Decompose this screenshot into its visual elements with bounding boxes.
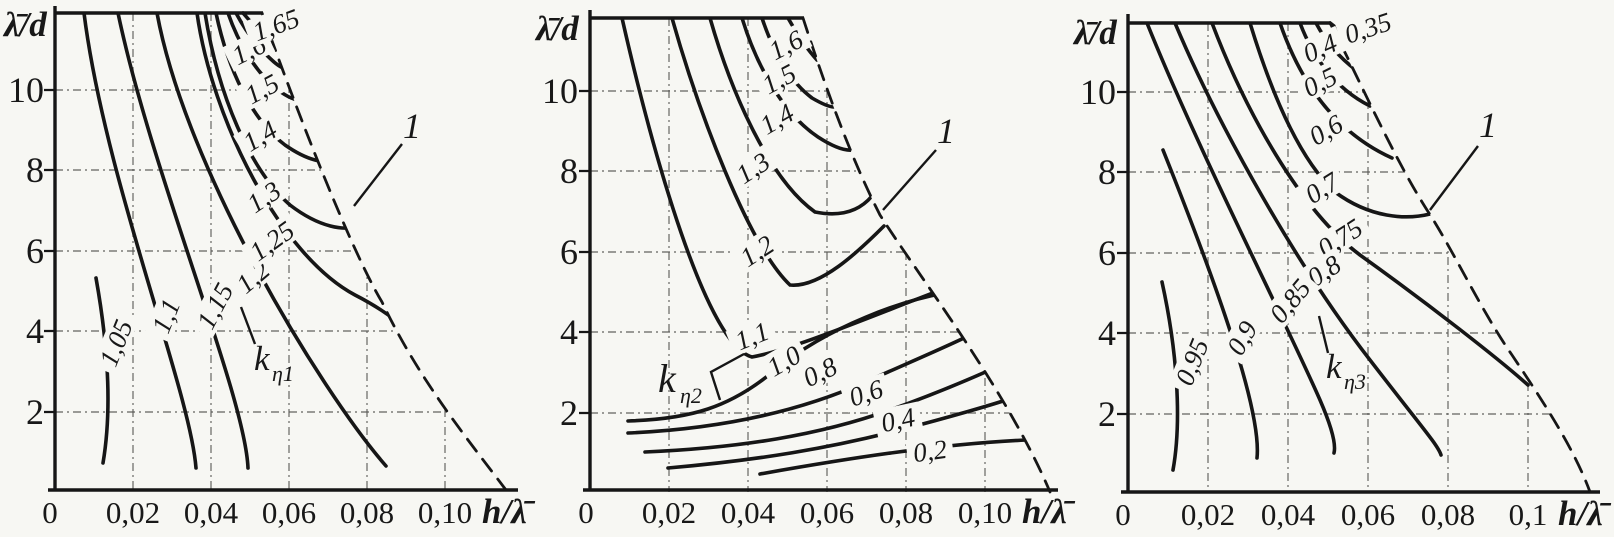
y-tick-labels: 2 4 6 8 10	[1080, 72, 1116, 434]
x-axis-label: h/λ̄	[482, 492, 536, 531]
family-label-leader	[239, 306, 257, 345]
contour-line	[82, 13, 198, 470]
svg-text:10: 10	[8, 70, 44, 110]
svg-text:0,04: 0,04	[721, 495, 776, 530]
boundary-callout: 1	[1429, 105, 1497, 211]
svg-text:0,08: 0,08	[1421, 497, 1475, 532]
boundary-callout: 1	[353, 106, 421, 207]
gridlines	[1128, 23, 1588, 492]
svg-text:k: k	[254, 339, 271, 378]
svg-text:0,02: 0,02	[1181, 497, 1235, 532]
boundary-label-leader	[353, 143, 403, 207]
contour-line	[94, 276, 110, 465]
contour-line	[666, 396, 1014, 470]
svg-text:0,02: 0,02	[106, 495, 160, 530]
svg-text:1: 1	[937, 111, 955, 151]
contour-line	[643, 368, 992, 454]
boundary-label-leader	[1429, 145, 1479, 211]
svg-text:2: 2	[26, 392, 44, 432]
boundary-callout: 1	[882, 111, 955, 211]
svg-text:0,06: 0,06	[800, 495, 854, 530]
svg-text:η1: η1	[272, 361, 294, 386]
contour-labels: 0,35 0,4 0,5 0,6 0,7 0,75 0,8 0,85 0,9 0…	[1167, 5, 1401, 395]
family-label-leader	[1317, 315, 1330, 354]
contour-line	[1173, 23, 1443, 457]
svg-text:1,65: 1,65	[249, 3, 304, 47]
svg-text:0,06: 0,06	[1341, 497, 1395, 532]
svg-text:1: 1	[1479, 105, 1497, 145]
svg-text:8: 8	[1098, 152, 1116, 192]
svg-text:k: k	[1326, 347, 1343, 386]
svg-text:η2: η2	[680, 383, 702, 408]
contour-lines	[1145, 23, 1530, 472]
svg-text:0,4: 0,4	[878, 402, 917, 438]
axes	[579, 10, 1058, 492]
x-tick-labels: 0 0,02 0,04 0,06 0,08 0,1	[1115, 497, 1547, 532]
x-tick-labels: 0 0,02 0,04 0,06 0,08 0,10	[42, 495, 472, 530]
panel-k-eta-3: λ̄/d h/λ̄ 2 4 6 8 10 0 0,02 0,04 0,06 0,…	[1072, 5, 1612, 533]
family-label-leader	[709, 352, 745, 401]
svg-text:0,1: 0,1	[1509, 497, 1548, 532]
svg-text:k: k	[658, 356, 677, 401]
svg-text:8: 8	[26, 150, 44, 190]
svg-text:0,10: 0,10	[418, 495, 472, 530]
svg-text:0,35: 0,35	[1341, 6, 1395, 49]
x-tick-labels: 0 0,02 0,04 0,06 0,08 0,10	[578, 495, 1012, 530]
svg-text:1: 1	[403, 106, 421, 146]
svg-text:6: 6	[1098, 233, 1116, 273]
y-tick-labels: 2 4 6 8 10	[8, 70, 44, 432]
svg-text:0,06: 0,06	[262, 495, 316, 530]
svg-text:2: 2	[560, 393, 578, 433]
boundary-line	[260, 11, 508, 492]
contour-line	[708, 18, 874, 216]
contour-line	[740, 18, 855, 152]
svg-text:8: 8	[560, 151, 578, 191]
svg-text:4: 4	[560, 312, 578, 352]
svg-text:0,02: 0,02	[642, 495, 696, 530]
panel-k-eta-1: λ̄/d h/λ̄ 2 4 6 8 10 0 0,02 0,04 0,06 0,…	[2, 1, 536, 531]
contour-line	[1278, 23, 1394, 160]
y-tick-labels: 2 4 6 8 10	[542, 71, 578, 433]
svg-text:4: 4	[1098, 313, 1116, 353]
axes	[44, 6, 518, 492]
svg-text:6: 6	[560, 232, 578, 272]
y-axis-label: λ̄/d	[1072, 13, 1117, 52]
svg-text:0,10: 0,10	[958, 495, 1012, 530]
boundary-label-leader	[882, 149, 937, 211]
x-axis-label: h/λ̄	[1022, 492, 1076, 531]
x-axis-label: h/λ̄	[1558, 494, 1612, 533]
boundary-line	[1328, 21, 1592, 494]
contour-line	[1210, 23, 1530, 387]
svg-text:2: 2	[1098, 394, 1116, 434]
svg-text:0,2: 0,2	[911, 434, 949, 468]
boundary-line	[801, 16, 1052, 494]
panel-k-eta-2: λ̄/d h/λ̄ 2 4 6 8 10 0 0,02 0,04 0,06 0,…	[534, 9, 1076, 531]
family-label: k η2	[658, 352, 745, 408]
svg-text:4: 4	[26, 311, 44, 351]
svg-text:6: 6	[26, 231, 44, 271]
axes	[1117, 14, 1600, 494]
svg-text:0: 0	[1115, 497, 1131, 532]
svg-text:10: 10	[1080, 72, 1116, 112]
svg-text:0: 0	[42, 495, 58, 530]
svg-text:0,04: 0,04	[184, 495, 239, 530]
contour-labels: 1,05 1,1 1,15 1,2 1,25 1,3 1,4 1,5 1,6 1…	[91, 1, 309, 376]
contour-line	[758, 438, 1028, 476]
svg-text:10: 10	[542, 71, 578, 111]
y-axis-label: λ̄/d	[534, 9, 579, 48]
family-label: k η3	[1317, 315, 1366, 394]
gridlines	[590, 18, 1048, 492]
svg-text:0: 0	[578, 495, 594, 530]
family-label: k η1	[239, 306, 294, 386]
y-axis-label: λ̄/d	[2, 5, 47, 44]
svg-text:0,08: 0,08	[340, 495, 394, 530]
svg-text:0,08: 0,08	[879, 495, 933, 530]
contour-line	[116, 13, 250, 470]
contour-labels: 0,2 0,4 0,6 0,8 1,0 1,1 1,2 1,3 1,4 1,5 …	[725, 22, 955, 468]
svg-text:η3: η3	[1344, 369, 1366, 394]
svg-text:0,04: 0,04	[1261, 497, 1316, 532]
contour-line	[670, 18, 886, 287]
